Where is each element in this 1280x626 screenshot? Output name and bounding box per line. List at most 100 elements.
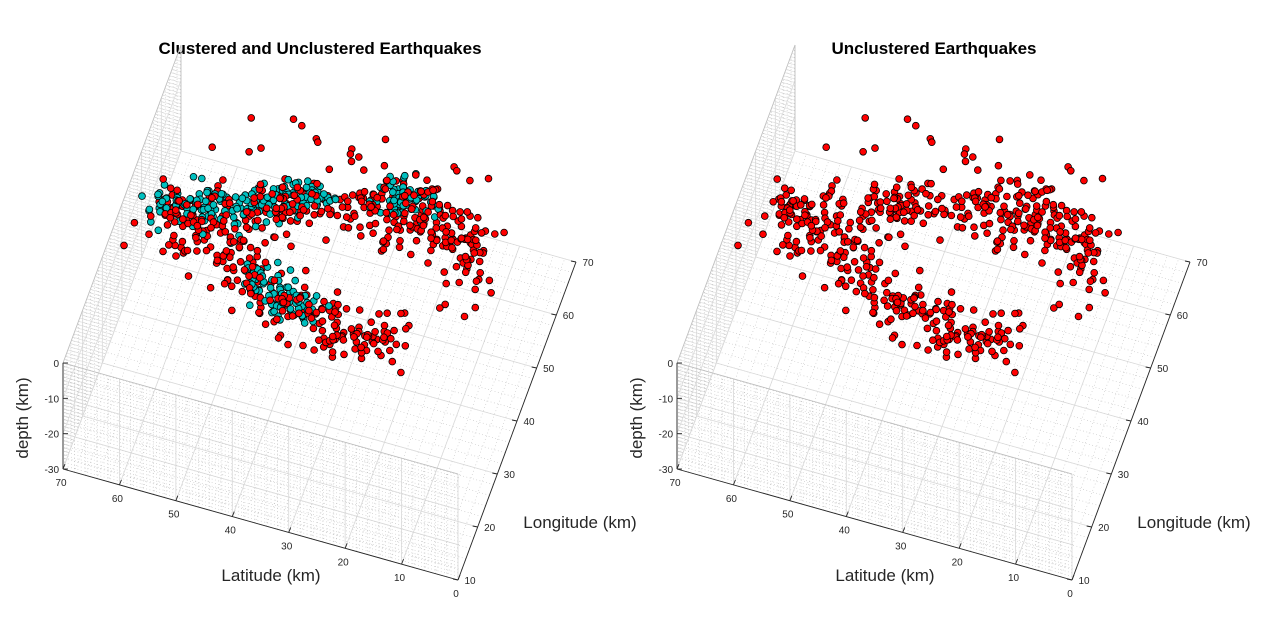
unclustered-point: [869, 285, 877, 294]
unclustered-point: [194, 200, 202, 209]
depth-axis-label: depth (km): [627, 377, 646, 458]
unclustered-point: [1074, 312, 1083, 321]
depth-tick-label: -10: [659, 394, 674, 405]
unclustered-point: [867, 216, 876, 225]
unclustered-point: [401, 324, 410, 333]
unclustered-point: [936, 236, 944, 244]
unclustered-point: [350, 212, 359, 221]
minor-grid-line: [62, 408, 459, 521]
unclustered-point: [443, 201, 452, 210]
unclustered-point: [339, 336, 348, 344]
unclustered-point: [435, 200, 444, 209]
unclustered-point: [847, 276, 856, 285]
unclustered-point: [288, 312, 297, 320]
unclustered-point: [274, 334, 283, 342]
unclustered-point: [759, 230, 767, 239]
unclustered-point: [1024, 191, 1032, 200]
unclustered-point: [463, 208, 472, 216]
longitude-tick-mark: [452, 578, 459, 581]
clustered-point: [203, 188, 211, 197]
unclustered-point: [471, 224, 480, 232]
unclustered-point: [1077, 208, 1086, 216]
unclustered-point: [971, 197, 980, 206]
unclustered-point: [338, 203, 347, 211]
unclustered-point: [1013, 180, 1022, 188]
unclustered-point: [342, 304, 351, 313]
latitude-tick-label: 50: [782, 510, 794, 521]
unclustered-point: [1075, 252, 1084, 261]
unclustered-point: [884, 276, 893, 285]
unclustered-point: [819, 201, 828, 209]
unclustered-point: [843, 238, 852, 246]
unclustered-point: [734, 241, 742, 250]
unclustered-point: [427, 246, 435, 255]
minor-grid-line: [176, 161, 573, 273]
longitude-tick-label: 70: [582, 258, 594, 269]
unclustered-point: [870, 293, 879, 302]
unclustered-point: [238, 287, 247, 296]
unclustered-point: [1075, 268, 1084, 277]
minor-grid-line: [62, 376, 459, 489]
unclustered-point: [806, 233, 814, 242]
latitude-axis-label: Latitude (km): [835, 566, 934, 585]
clustered-point: [284, 175, 293, 184]
unclustered-point: [958, 224, 967, 232]
latitude-tick-label: 20: [952, 557, 964, 568]
unclustered-point: [974, 187, 983, 196]
major-grid-line: [121, 309, 518, 422]
unclustered-point: [356, 232, 365, 240]
unclustered-point: [428, 197, 437, 206]
unclustered-point: [983, 229, 991, 238]
unclustered-point: [178, 237, 187, 246]
unclustered-point: [245, 148, 253, 156]
unclustered-point: [400, 191, 409, 200]
clustered-point: [158, 197, 167, 206]
unclustered-point: [248, 262, 257, 271]
unclustered-point: [780, 214, 788, 222]
unclustered-point: [1011, 309, 1019, 318]
unclustered-point: [213, 256, 222, 265]
unclustered-point: [907, 183, 916, 192]
clustered-point: [231, 193, 240, 201]
minor-grid-line: [62, 458, 459, 570]
unclustered-point: [407, 205, 416, 213]
unclustered-point: [344, 224, 353, 232]
unclustered-point: [895, 175, 903, 183]
unclustered-point: [207, 224, 215, 232]
minor-grid-line: [676, 412, 1073, 524]
unclustered-point: [985, 327, 993, 336]
unclustered-point: [261, 239, 269, 247]
latitude-axis-label: Latitude (km): [221, 566, 320, 585]
unclustered-point: [261, 258, 270, 267]
unclustered-point: [460, 312, 469, 321]
unclustered-point: [934, 297, 942, 306]
unclustered-point: [1041, 234, 1049, 243]
plot-unclustered: Unclustered Earthquakes 0 10 20 30 40 50 60 70 10…: [627, 39, 1251, 600]
latitude-tick-label: 20: [338, 557, 350, 568]
minor-grid-line: [62, 465, 459, 577]
unclustered-point: [286, 217, 295, 225]
unclustered-point: [901, 242, 909, 251]
unclustered-point: [288, 200, 297, 208]
unclustered-point: [268, 190, 277, 198]
unclustered-point: [229, 263, 238, 271]
minor-grid-line: [771, 214, 1167, 326]
unclustered-point: [778, 241, 787, 249]
unclustered-point: [947, 211, 956, 220]
unclustered-point: [1042, 197, 1051, 206]
minor-grid-line: [62, 394, 459, 507]
latitude-tick-label: 0: [453, 589, 459, 600]
unclustered-point: [222, 247, 231, 255]
unclustered-point: [383, 215, 391, 224]
unclustered-point: [1021, 205, 1030, 213]
unclustered-point: [807, 221, 816, 230]
unclustered-point: [296, 294, 304, 302]
unclustered-point: [202, 246, 211, 255]
unclustered-point: [333, 288, 342, 296]
unclustered-point: [246, 243, 255, 252]
unclustered-point: [1055, 300, 1063, 309]
unclustered-point: [780, 184, 789, 193]
unclustered-point: [284, 340, 292, 349]
unclustered-point: [999, 226, 1007, 235]
